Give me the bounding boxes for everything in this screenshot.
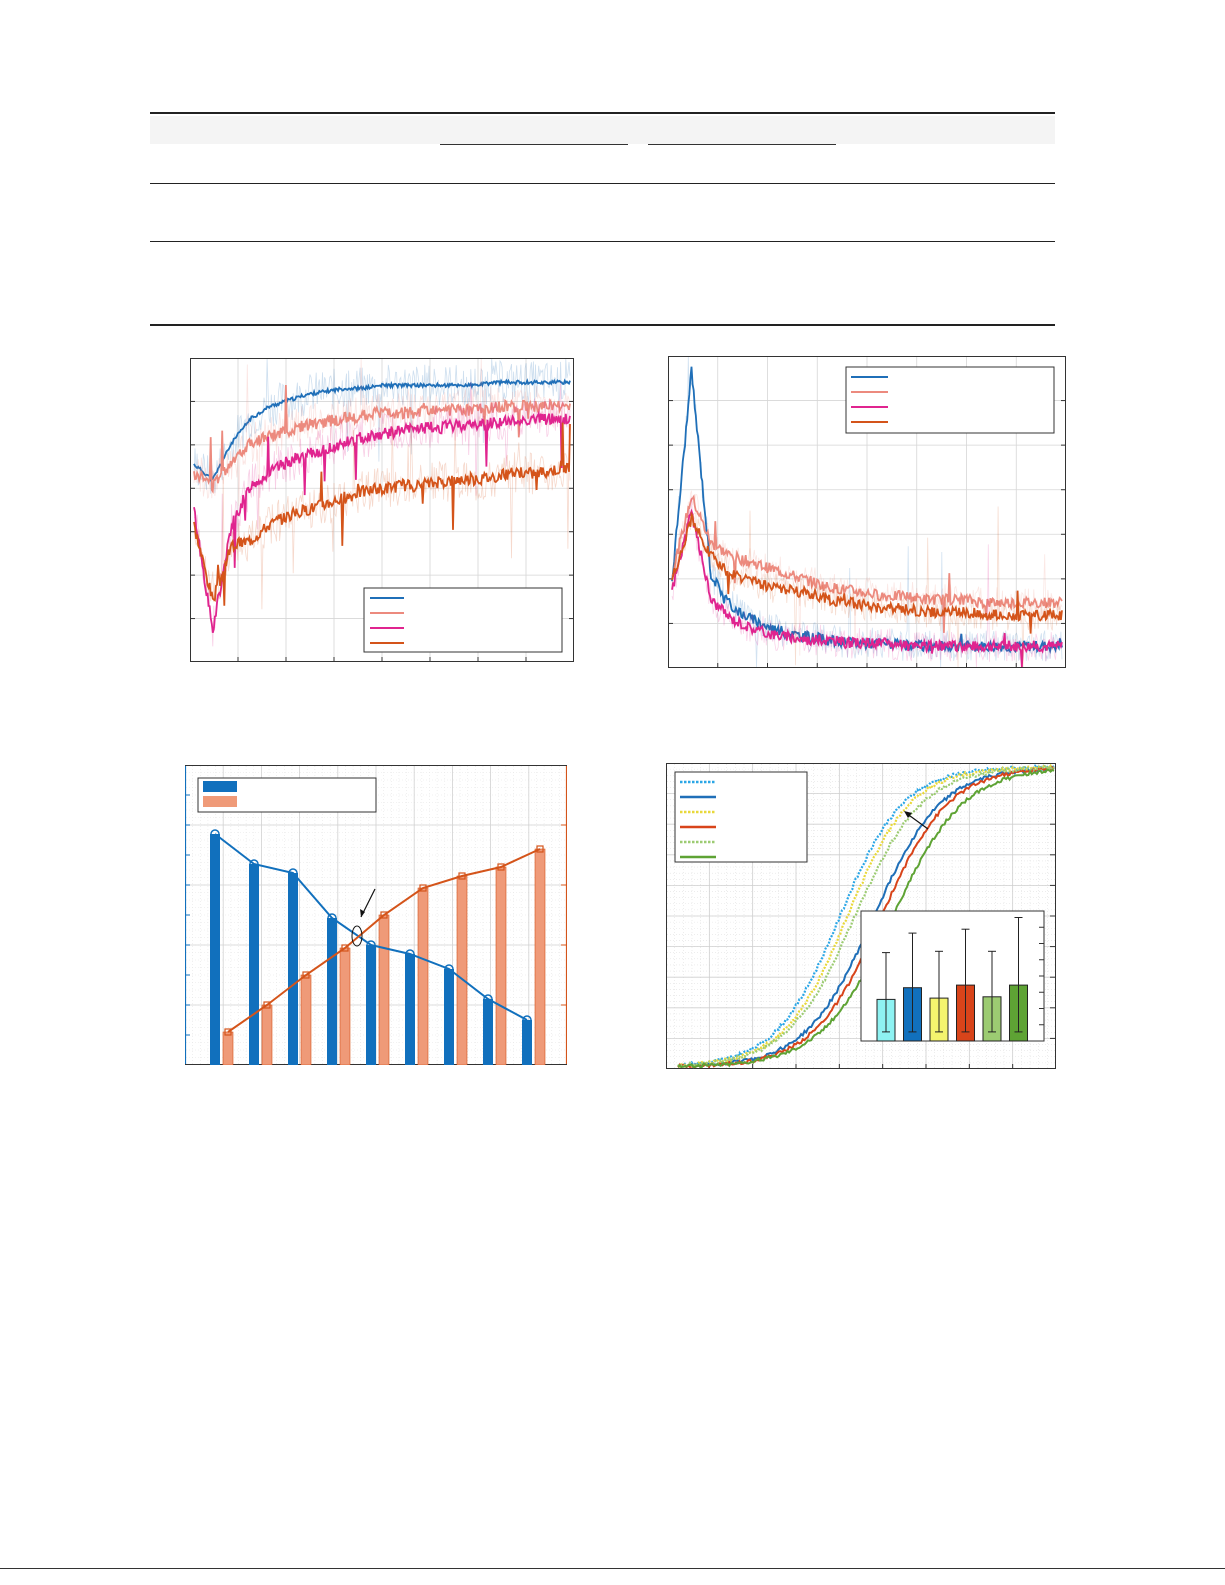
- chart-b-legend: [845, 366, 1055, 434]
- chart-a-series-1-raw: [193, 358, 571, 494]
- chart-c-marker-series1-1: [210, 829, 220, 839]
- chart-c-line-series1: [214, 833, 528, 1021]
- table-header-shade: [150, 116, 1055, 144]
- chart-a-legend: [363, 587, 563, 653]
- chart-b-series-2-line: [671, 494, 1063, 633]
- chart-c-line-series2: [227, 848, 541, 1033]
- chart-c-marker-series1-3: [288, 868, 298, 878]
- chart-c-marker-series1-7: [444, 964, 454, 974]
- chart-c: [185, 765, 567, 1065]
- chart-c-bar-series2-5: [378, 914, 390, 1065]
- chart-a-series-3-line: [193, 410, 571, 634]
- chart-a-series-2-raw: [193, 358, 571, 541]
- chart-c-marker-series2-2: [263, 1001, 271, 1009]
- chart-c-bar-series2-7: [456, 875, 468, 1065]
- chart-c-marker-series1-6: [405, 949, 415, 959]
- chart-c-marker-series1-2: [249, 859, 259, 869]
- chart-c-panel: [185, 765, 567, 1065]
- chart-c-marker-series1-8: [483, 994, 493, 1004]
- chart-d-legend-box: [674, 771, 808, 863]
- chart-c-bar-series1-7: [444, 969, 454, 1065]
- chart-d-panel: [666, 763, 1056, 1069]
- chart-d-annotation-arrowhead: [904, 811, 912, 818]
- chart-b-series-1-line: [671, 366, 1063, 654]
- chart-b: [668, 356, 1066, 668]
- chart-c-marker-series2-5: [380, 911, 388, 919]
- chart-c-marker-series2-6: [419, 884, 427, 892]
- column-group-rule-2: [648, 144, 836, 146]
- chart-c-marker-series1-4: [327, 913, 337, 923]
- chart-c-bar-series2-4: [339, 947, 351, 1065]
- table-top-rule: [150, 112, 1055, 114]
- chart-c-legend: [197, 777, 377, 813]
- chart-b-series-3-line: [671, 508, 1063, 668]
- footer-rule: [0, 1568, 1225, 1569]
- chart-a-series-2-line: [193, 384, 571, 494]
- table-mid-rule: [150, 241, 1055, 242]
- chart-c-marker-series2-3: [302, 971, 310, 979]
- chart-a-series-4-line: [193, 422, 571, 606]
- chart-d-series-1: [677, 764, 1055, 1068]
- chart-c-bar-series2-1: [222, 1031, 234, 1065]
- chart-d-inset: [860, 910, 1045, 1042]
- chart-c-legend-swatch-1: [203, 781, 237, 792]
- table-bottom-rule: [150, 324, 1055, 326]
- chart-c-marker-series2-1: [224, 1028, 232, 1036]
- chart-c-crossover-arrowhead: [360, 909, 365, 917]
- chart-d-series-3: [677, 763, 1055, 1068]
- chart-a-series-1-line: [193, 378, 571, 482]
- chart-b-panel: [668, 356, 1066, 668]
- chart-b-series-4-line: [671, 511, 1063, 634]
- results-table: [150, 112, 1055, 328]
- chart-c-bar-series2-2: [261, 1004, 273, 1065]
- chart-c-legend-swatch-2: [203, 796, 237, 807]
- chart-b-series-4-raw: [671, 506, 1063, 668]
- chart-c-marker-series2-9: [536, 845, 544, 853]
- chart-c-bar-series2-3: [300, 974, 312, 1065]
- chart-c-bar-series1-4: [327, 918, 337, 1065]
- chart-c-marker-series1-5: [366, 940, 376, 950]
- chart-c-bar-series2-9: [534, 848, 546, 1065]
- chart-d: [666, 763, 1056, 1069]
- chart-c-bar-series1-5: [366, 945, 376, 1065]
- column-group-rule-1: [440, 144, 628, 146]
- chart-c-legend-box: [197, 777, 377, 813]
- chart-c-marker-series2-7: [458, 872, 466, 880]
- chart-c-bar-series1-2: [249, 864, 259, 1065]
- chart-a-series-3-raw: [193, 381, 571, 647]
- table-header-rule: [150, 183, 1055, 184]
- chart-c-marker-series2-8: [497, 863, 505, 871]
- chart-c-bar-series1-9: [522, 1020, 532, 1065]
- chart-c-marker-series2-4: [341, 944, 349, 952]
- chart-c-bar-series1-1: [210, 834, 220, 1065]
- chart-c-bar-series2-6: [417, 887, 429, 1065]
- chart-c-marker-series1-9: [522, 1015, 532, 1025]
- chart-c-bar-series1-8: [483, 999, 493, 1065]
- chart-a: [190, 358, 574, 662]
- chart-c-bar-series1-3: [288, 873, 298, 1065]
- chart-c-crossover-ellipse: [351, 925, 363, 947]
- chart-a-panel: [190, 358, 574, 662]
- chart-d-series-5: [677, 764, 1055, 1068]
- chart-c-crossover-annotation: [351, 888, 376, 947]
- chart-c-bar-series1-6: [405, 954, 415, 1065]
- chart-d-legend: [674, 771, 808, 863]
- chart-c-bar-series2-8: [495, 866, 507, 1065]
- chart-a-series-4-raw: [193, 414, 571, 610]
